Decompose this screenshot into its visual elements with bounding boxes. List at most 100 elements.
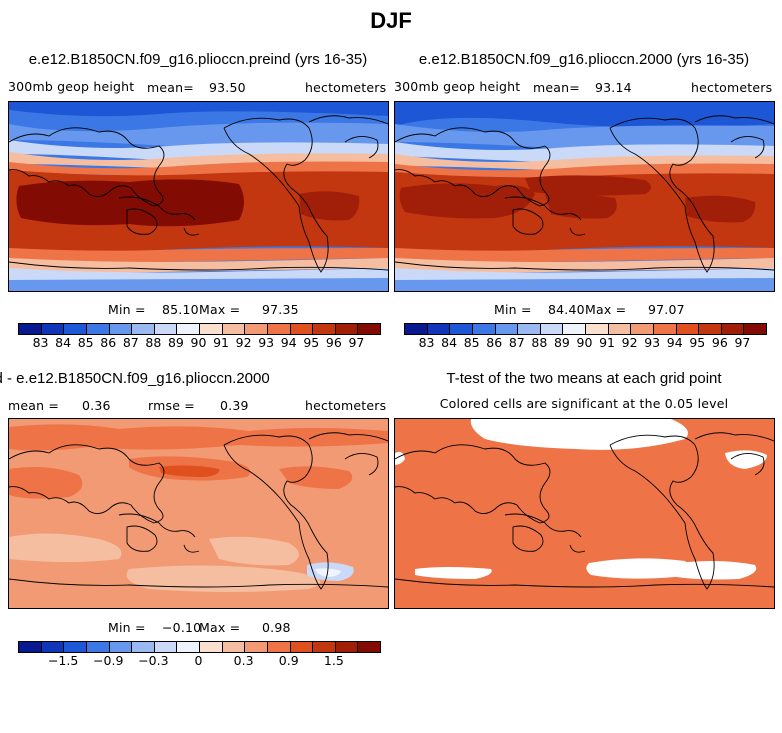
- panel2-min-value: 84.40: [548, 302, 585, 317]
- panel3-colorbar-swatch: [357, 642, 380, 652]
- panel1-mean-label: mean=: [147, 80, 194, 95]
- panel3-colorbar-swatch: [85, 642, 109, 652]
- panel1-colorbar-tick: 83: [32, 335, 49, 350]
- panel2-colorbar-swatch: [426, 324, 450, 334]
- panel3-colorbar-swatch: [221, 642, 245, 652]
- panel4-field: [395, 419, 774, 608]
- panel2-colorbar-swatch: [698, 324, 721, 334]
- panel3-colorbar: [18, 641, 381, 653]
- panel1-colorbar-swatch: [63, 324, 86, 334]
- panel2-mean-label: mean=: [533, 80, 580, 95]
- panel1-mean-value: 93.50: [209, 80, 246, 95]
- panel2-colorbar-tick: 94: [666, 335, 683, 350]
- panel1-colorbar-tick: 85: [77, 335, 94, 350]
- panel1-colorbar-swatch: [131, 324, 154, 334]
- panel2-colorbar-swatch: [675, 324, 699, 334]
- panel2-min-label: Min =: [494, 302, 532, 317]
- panel1-colorbar-tick: 90: [190, 335, 207, 350]
- panel2-colorbar-tick: 87: [508, 335, 525, 350]
- panel1-colorbar-tick: 87: [122, 335, 139, 350]
- panel1-colorbar-swatch: [199, 324, 222, 334]
- panel2-colorbar-tick: 85: [463, 335, 480, 350]
- panel1-colorbar-tick: 93: [258, 335, 275, 350]
- panel3-colorbar-swatch: [40, 642, 64, 652]
- panel3-colorbar-swatch: [131, 642, 154, 652]
- panel2-colorbar-swatch: [652, 324, 676, 334]
- panel2-colorbar-swatch: [585, 324, 608, 334]
- panel1-max-value: 97.35: [262, 302, 299, 317]
- panel1-colorbar-swatch: [19, 324, 41, 334]
- panel2-colorbar-tick: 88: [531, 335, 548, 350]
- panel2-field: [395, 102, 774, 291]
- panel1-colorbar-swatch: [312, 324, 335, 334]
- panel2-colorbar-swatch: [630, 324, 653, 334]
- panel3-colorbar-swatch: [63, 642, 86, 652]
- panel3-colorbar-tick: −0.9: [93, 653, 124, 668]
- panel2-variable: 300mb geop height: [394, 79, 521, 94]
- panel3-colorbar-tick: −0.3: [138, 653, 169, 668]
- panel1-colorbar-swatch: [108, 324, 132, 334]
- panel1-colorbar-tick: 97: [348, 335, 365, 350]
- panel1-min-label: Min =: [108, 302, 146, 317]
- panel3-title: e.e12.B1850CN.f09_g16.plioccn.preind - e…: [0, 370, 270, 387]
- panel3-map: [8, 418, 389, 609]
- panel1-map: [8, 101, 389, 292]
- panel3-colorbar-swatch: [176, 642, 199, 652]
- panel1-colorbar-tick: 95: [303, 335, 320, 350]
- panel1-variable: 300mb geop height: [8, 79, 135, 94]
- panel3-colorbar-swatch: [334, 642, 358, 652]
- panel3-max-value: 0.98: [262, 620, 291, 635]
- panel3-colorbar-swatch: [312, 642, 335, 652]
- panel2-colorbar-tick: 83: [418, 335, 435, 350]
- panel1-min-value: 85.10: [162, 302, 199, 317]
- panel2-colorbar-swatch: [720, 324, 744, 334]
- panel2-colorbar-tick: 89: [553, 335, 570, 350]
- panel3-colorbar-tick: −1.5: [47, 653, 79, 668]
- panel2-colorbar-swatch: [743, 324, 766, 334]
- panel1-units: hectometers: [305, 80, 387, 95]
- panel3-colorbar-swatch: [289, 642, 313, 652]
- panel3-units: hectometers: [305, 398, 387, 413]
- panel3-colorbar-swatch: [153, 642, 177, 652]
- panel3-colorbar-swatch: [108, 642, 132, 652]
- figure-title: DJF: [370, 8, 412, 33]
- panel3-rmse-label: rmse =: [148, 398, 195, 413]
- panel3-colorbar-ticks: −1.5 −0.9 −0.3 0 0.3 0.9 1.5: [18, 653, 379, 669]
- panel1-colorbar-swatch: [40, 324, 64, 334]
- panel1-colorbar-swatch: [244, 324, 267, 334]
- panel2-colorbar-swatch: [471, 324, 495, 334]
- panel2-colorbar-tick: 86: [486, 335, 503, 350]
- panel2-colorbar-ticks: 83 84 85 86 87 88 89 90 91 92 93 94 95 96 97: [404, 335, 765, 351]
- panel3-rmse-value: 0.39: [220, 398, 249, 413]
- panel2-colorbar-tick: 91: [599, 335, 616, 350]
- panel2-colorbar: [404, 323, 767, 335]
- panel3-colorbar-swatch: [19, 642, 41, 652]
- panel1-colorbar-swatch: [221, 324, 245, 334]
- panel2-colorbar-tick: 90: [576, 335, 593, 350]
- panel3-title-wrap: e.e12.B1850CN.f09_g16.plioccn.preind - e…: [0, 370, 440, 390]
- panel2-colorbar-tick: 84: [441, 335, 458, 350]
- panel1-colorbar-tick: 88: [145, 335, 162, 350]
- panel2-colorbar-tick: 96: [711, 335, 728, 350]
- panel2-units: hectometers: [691, 80, 773, 95]
- panel3-colorbar-tick: 0: [194, 653, 203, 668]
- panel1-colorbar-tick: 92: [235, 335, 252, 350]
- panel2-colorbar-swatch: [405, 324, 427, 334]
- panel3-field: [9, 419, 388, 608]
- panel1-colorbar-swatch: [357, 324, 380, 334]
- panel4-subtitle: Colored cells are significant at the 0.0…: [439, 396, 729, 411]
- panel2-max-label: Max =: [585, 302, 627, 317]
- panel4-map: [394, 418, 775, 609]
- panel1-colorbar-tick: 84: [55, 335, 72, 350]
- panel2-colorbar-swatch: [494, 324, 518, 334]
- panel1-colorbar-tick: 91: [213, 335, 230, 350]
- panel2-colorbar-tick: 93: [644, 335, 661, 350]
- panel3-colorbar-tick: 0.3: [233, 653, 254, 668]
- panel2-colorbar-tick: 97: [734, 335, 751, 350]
- panel3-max-label: Max =: [199, 620, 241, 635]
- panel3-min-value: −0.10: [162, 620, 202, 635]
- panel2-colorbar-swatch: [517, 324, 540, 334]
- panel3-min-label: Min =: [108, 620, 146, 635]
- panel3-colorbar-swatch: [266, 642, 290, 652]
- panel1-colorbar-swatch: [176, 324, 199, 334]
